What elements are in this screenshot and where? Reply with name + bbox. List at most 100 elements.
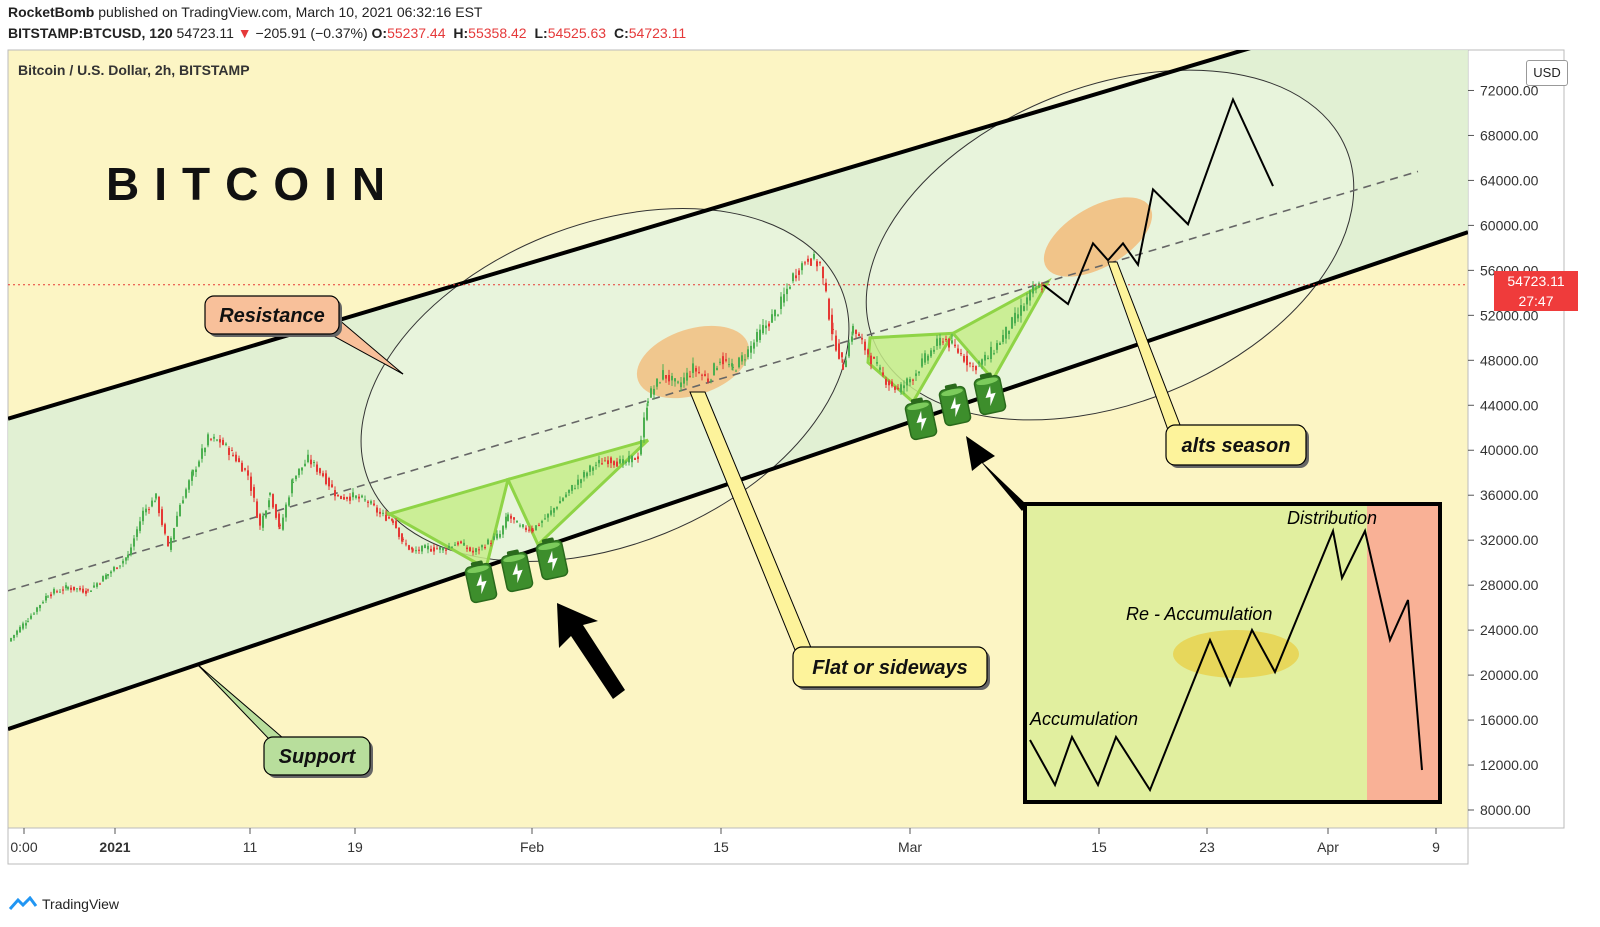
candle-body [22, 623, 24, 629]
candle-body [173, 528, 175, 540]
candle-body [442, 547, 444, 551]
candle-body [451, 546, 453, 548]
price-change: −205.91 (−0.37%) [255, 25, 368, 41]
candle-body [510, 515, 512, 519]
price-axis[interactable] [1467, 49, 1565, 829]
candle-body [601, 463, 603, 465]
candle-body [415, 550, 417, 552]
candle-body [291, 479, 293, 494]
candle-body [192, 469, 194, 476]
candle-body [53, 589, 55, 594]
candle-body [158, 496, 160, 514]
candle-body [604, 460, 606, 462]
candle-body [525, 527, 527, 531]
candle-body [765, 325, 767, 329]
candle-body [613, 461, 615, 466]
resistance-line[interactable] [8, 31, 1308, 421]
bitcoin-big-label: BITCOIN [106, 158, 400, 210]
candle-body [713, 363, 715, 375]
candle-body [942, 341, 944, 343]
candle-body [807, 258, 809, 262]
reaccumulation-label: Re - Accumulation [1126, 604, 1272, 624]
battery-icon [973, 372, 1007, 416]
candle-body [981, 359, 983, 365]
candle-body [232, 454, 234, 456]
candle-body [656, 378, 658, 387]
close-label: C: [613, 25, 629, 41]
support-callout[interactable]: Support [263, 736, 373, 778]
flat-callout-text: Flat or sideways [812, 657, 968, 679]
x-tick-label: 15 [713, 839, 729, 855]
resistance-callout[interactable]: Resistance [204, 295, 342, 337]
candle-body [532, 529, 534, 532]
candle-body [244, 468, 246, 470]
candle-body [1017, 314, 1019, 319]
candle-body [313, 462, 315, 464]
lightning-icon [916, 410, 927, 432]
candle-body [405, 543, 407, 545]
candle-body [870, 355, 872, 365]
candle-body [616, 461, 618, 467]
candle-body [628, 455, 630, 463]
candle-body [556, 507, 558, 509]
candle-body [634, 458, 636, 460]
candle-body [996, 343, 998, 350]
candle-body [969, 362, 971, 364]
lightning-icon [547, 550, 558, 572]
candle-body [1041, 288, 1043, 290]
tradingview-logo-icon [8, 896, 38, 910]
publish-info: published on TradingView.com, March 10, … [98, 4, 483, 20]
currency-badge[interactable]: USD [1526, 60, 1568, 86]
candle-body [783, 294, 785, 303]
tradingview-footer[interactable]: TradingView [8, 896, 119, 912]
candle-body [640, 439, 642, 455]
candle-body [710, 379, 712, 381]
candle-body [50, 594, 52, 597]
candle-body [987, 357, 989, 360]
candle-body [580, 479, 582, 484]
flat-callout[interactable]: Flat or sideways [792, 646, 990, 690]
time-axis[interactable] [7, 827, 1469, 865]
last-price: 54723.11 [176, 25, 234, 41]
candle-body [1002, 335, 1004, 342]
lightning-icon [512, 562, 523, 584]
candle-body [185, 489, 187, 498]
channel-midline[interactable] [8, 170, 1419, 592]
candle-body [646, 407, 648, 420]
candle-body [445, 549, 447, 551]
battery-top [907, 402, 929, 411]
candle-body [725, 359, 727, 361]
candle-body [559, 500, 561, 504]
candle-body [1038, 283, 1040, 288]
candle-body [801, 263, 803, 271]
candle-body [825, 282, 827, 292]
battery-top [503, 554, 525, 563]
candle-body [298, 468, 300, 476]
battery-top [941, 388, 963, 397]
candle-body [975, 366, 977, 371]
alts-callout-box [1165, 424, 1307, 466]
candle-body [33, 613, 35, 615]
low-value: 54525.63 [547, 25, 607, 41]
down-arrow-icon: ▼ [237, 25, 252, 41]
candle-body [502, 525, 504, 535]
candle-body [301, 467, 303, 471]
candle-body [816, 261, 818, 267]
candle-body [316, 464, 318, 472]
candle-body [25, 623, 27, 626]
candle-body [900, 384, 902, 393]
candle-body [73, 586, 75, 591]
candle-body [499, 534, 501, 538]
candle-body [343, 497, 345, 500]
candle-body [707, 378, 709, 383]
candle-body [352, 492, 354, 498]
candle-body [170, 538, 172, 550]
candle-body [565, 494, 567, 497]
candle-body [76, 588, 78, 590]
candle-body [873, 356, 875, 359]
alts-callout[interactable]: alts season [1165, 424, 1309, 468]
author-name[interactable]: RocketBomb [8, 4, 95, 20]
candle-body [439, 547, 441, 550]
candle-body [39, 605, 41, 609]
